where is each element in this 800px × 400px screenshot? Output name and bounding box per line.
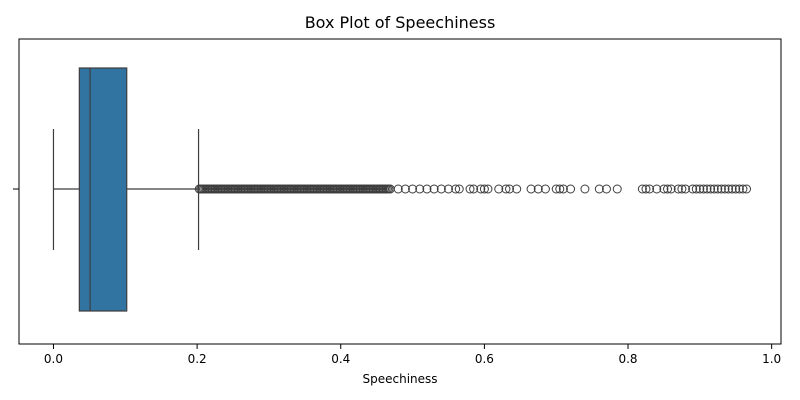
outlier-point: [526, 184, 536, 194]
outlier-point: [436, 184, 446, 194]
outlier-point: [551, 184, 561, 194]
outlier-point: [566, 184, 576, 194]
outlier-point: [673, 184, 683, 194]
outlier-point: [702, 184, 712, 194]
outlier-point: [695, 184, 705, 194]
outlier-point: [713, 184, 723, 194]
chart-title: Box Plot of Speechiness: [305, 13, 496, 32]
outlier-point: [659, 184, 669, 194]
outlier-point: [580, 184, 590, 194]
outlier-point: [408, 184, 418, 194]
outlier-point: [680, 184, 690, 194]
outlier-point: [505, 184, 515, 194]
outlier-point: [476, 184, 486, 194]
axes-frame: [18, 38, 782, 345]
x-tick-label: 1.0: [762, 352, 781, 366]
outlier-point: [724, 184, 734, 194]
outlier-point: [666, 184, 676, 194]
outlier-point: [720, 184, 730, 194]
x-tick-label: 0.8: [618, 352, 637, 366]
x-tick-label: 0.0: [44, 352, 63, 366]
plot-area: [52, 67, 752, 312]
outlier-point: [443, 184, 453, 194]
outlier-point: [691, 184, 701, 194]
outlier-point: [479, 184, 489, 194]
outlier-point: [612, 184, 622, 194]
outlier-point: [483, 184, 493, 194]
outlier-point: [494, 184, 504, 194]
outlier-point: [727, 184, 737, 194]
outlier-point: [415, 184, 425, 194]
outlier-point: [601, 184, 611, 194]
outlier-point: [645, 184, 655, 194]
outlier-point: [540, 184, 550, 194]
outlier-point: [698, 184, 708, 194]
outlier-point: [469, 184, 479, 194]
outlier-point: [594, 184, 604, 194]
x-tick-label: 0.2: [188, 352, 207, 366]
outlier-point: [688, 184, 698, 194]
outlier-point: [652, 184, 662, 194]
iqr-box: [78, 67, 128, 312]
outlier-point: [400, 184, 410, 194]
outlier-point: [738, 184, 748, 194]
x-axis-label: Speechiness: [362, 372, 437, 386]
x-axis: 0.0 0.2 0.4 0.6 0.8 1.0: [44, 344, 781, 366]
x-tick-label: 0.4: [331, 352, 350, 366]
outlier-point: [716, 184, 726, 194]
outlier-point: [393, 184, 403, 194]
outlier-point: [533, 184, 543, 194]
outlier-point: [706, 184, 716, 194]
outlier-point: [558, 184, 568, 194]
outlier-point: [454, 184, 464, 194]
outlier-point: [512, 184, 522, 194]
outlier-point: [637, 184, 647, 194]
x-tick-label: 0.6: [475, 352, 494, 366]
outlier-point: [555, 184, 565, 194]
outlier-point: [429, 184, 439, 194]
outlier-point: [641, 184, 651, 194]
outlier-point: [731, 184, 741, 194]
outlier-point: [709, 184, 719, 194]
outlier-point: [422, 184, 432, 194]
outlier-point: [501, 184, 511, 194]
outlier-point: [663, 184, 673, 194]
outlier-point: [677, 184, 687, 194]
outlier-point: [734, 184, 744, 194]
outlier-point: [451, 184, 461, 194]
outlier-point: [742, 184, 752, 194]
outlier-point: [465, 184, 475, 194]
